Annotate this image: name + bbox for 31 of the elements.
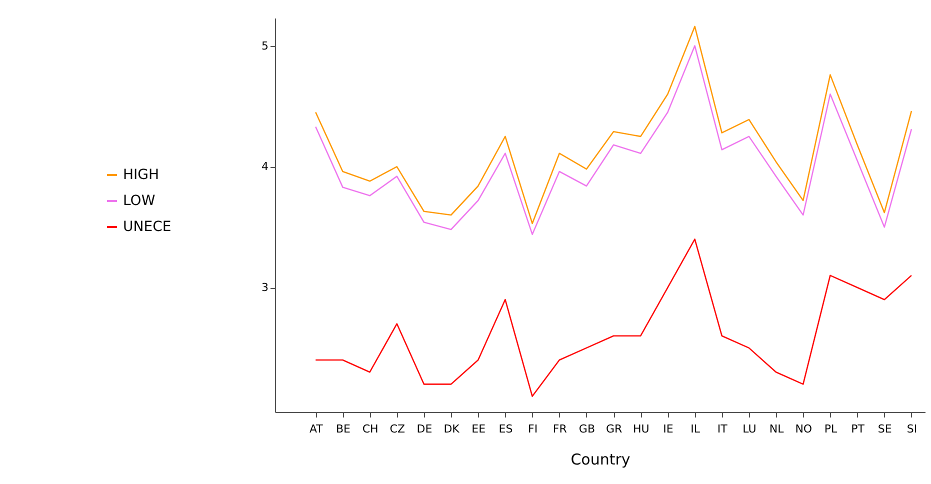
x-tick-label: LU <box>742 422 756 436</box>
x-axis-title: Country <box>570 450 630 468</box>
y-tick-label: 3 <box>262 281 268 294</box>
x-tick-label: DK <box>444 422 460 436</box>
x-tick-label: CH <box>362 422 378 436</box>
x-tick-label: SI <box>906 422 918 436</box>
x-tick-label: DE <box>416 422 432 436</box>
x-tick-label: NO <box>795 422 812 436</box>
x-tick-label: IE <box>663 422 674 436</box>
x-tick-label: SE <box>878 422 892 436</box>
x-tick-label: FI <box>528 422 538 436</box>
x-tick-label: AT <box>309 422 324 436</box>
x-tick-label: NL <box>769 422 785 436</box>
x-tick-label: GB <box>578 422 595 436</box>
line-series <box>314 238 912 397</box>
x-tick-label: HU <box>632 422 650 436</box>
x-tick-label: FR <box>552 422 568 436</box>
x-tick-label: IL <box>690 422 701 436</box>
x-tick-label: EE <box>472 422 486 436</box>
x-tick-label: PT <box>851 422 865 436</box>
y-tick-label: 4 <box>262 160 268 174</box>
x-tick-label: ES <box>498 422 513 436</box>
x-tick-label: BE <box>336 422 351 436</box>
legend-label: LOW <box>123 193 156 209</box>
x-tick-label: PL <box>824 422 838 436</box>
x-tick-label: CZ <box>390 422 406 436</box>
legend-label: HIGH <box>123 167 160 183</box>
x-tick-label: IT <box>717 422 728 436</box>
x-tick-label: GR <box>606 422 622 436</box>
y-tick-label: 5 <box>262 39 268 52</box>
legend-label: UNECE <box>123 219 172 235</box>
